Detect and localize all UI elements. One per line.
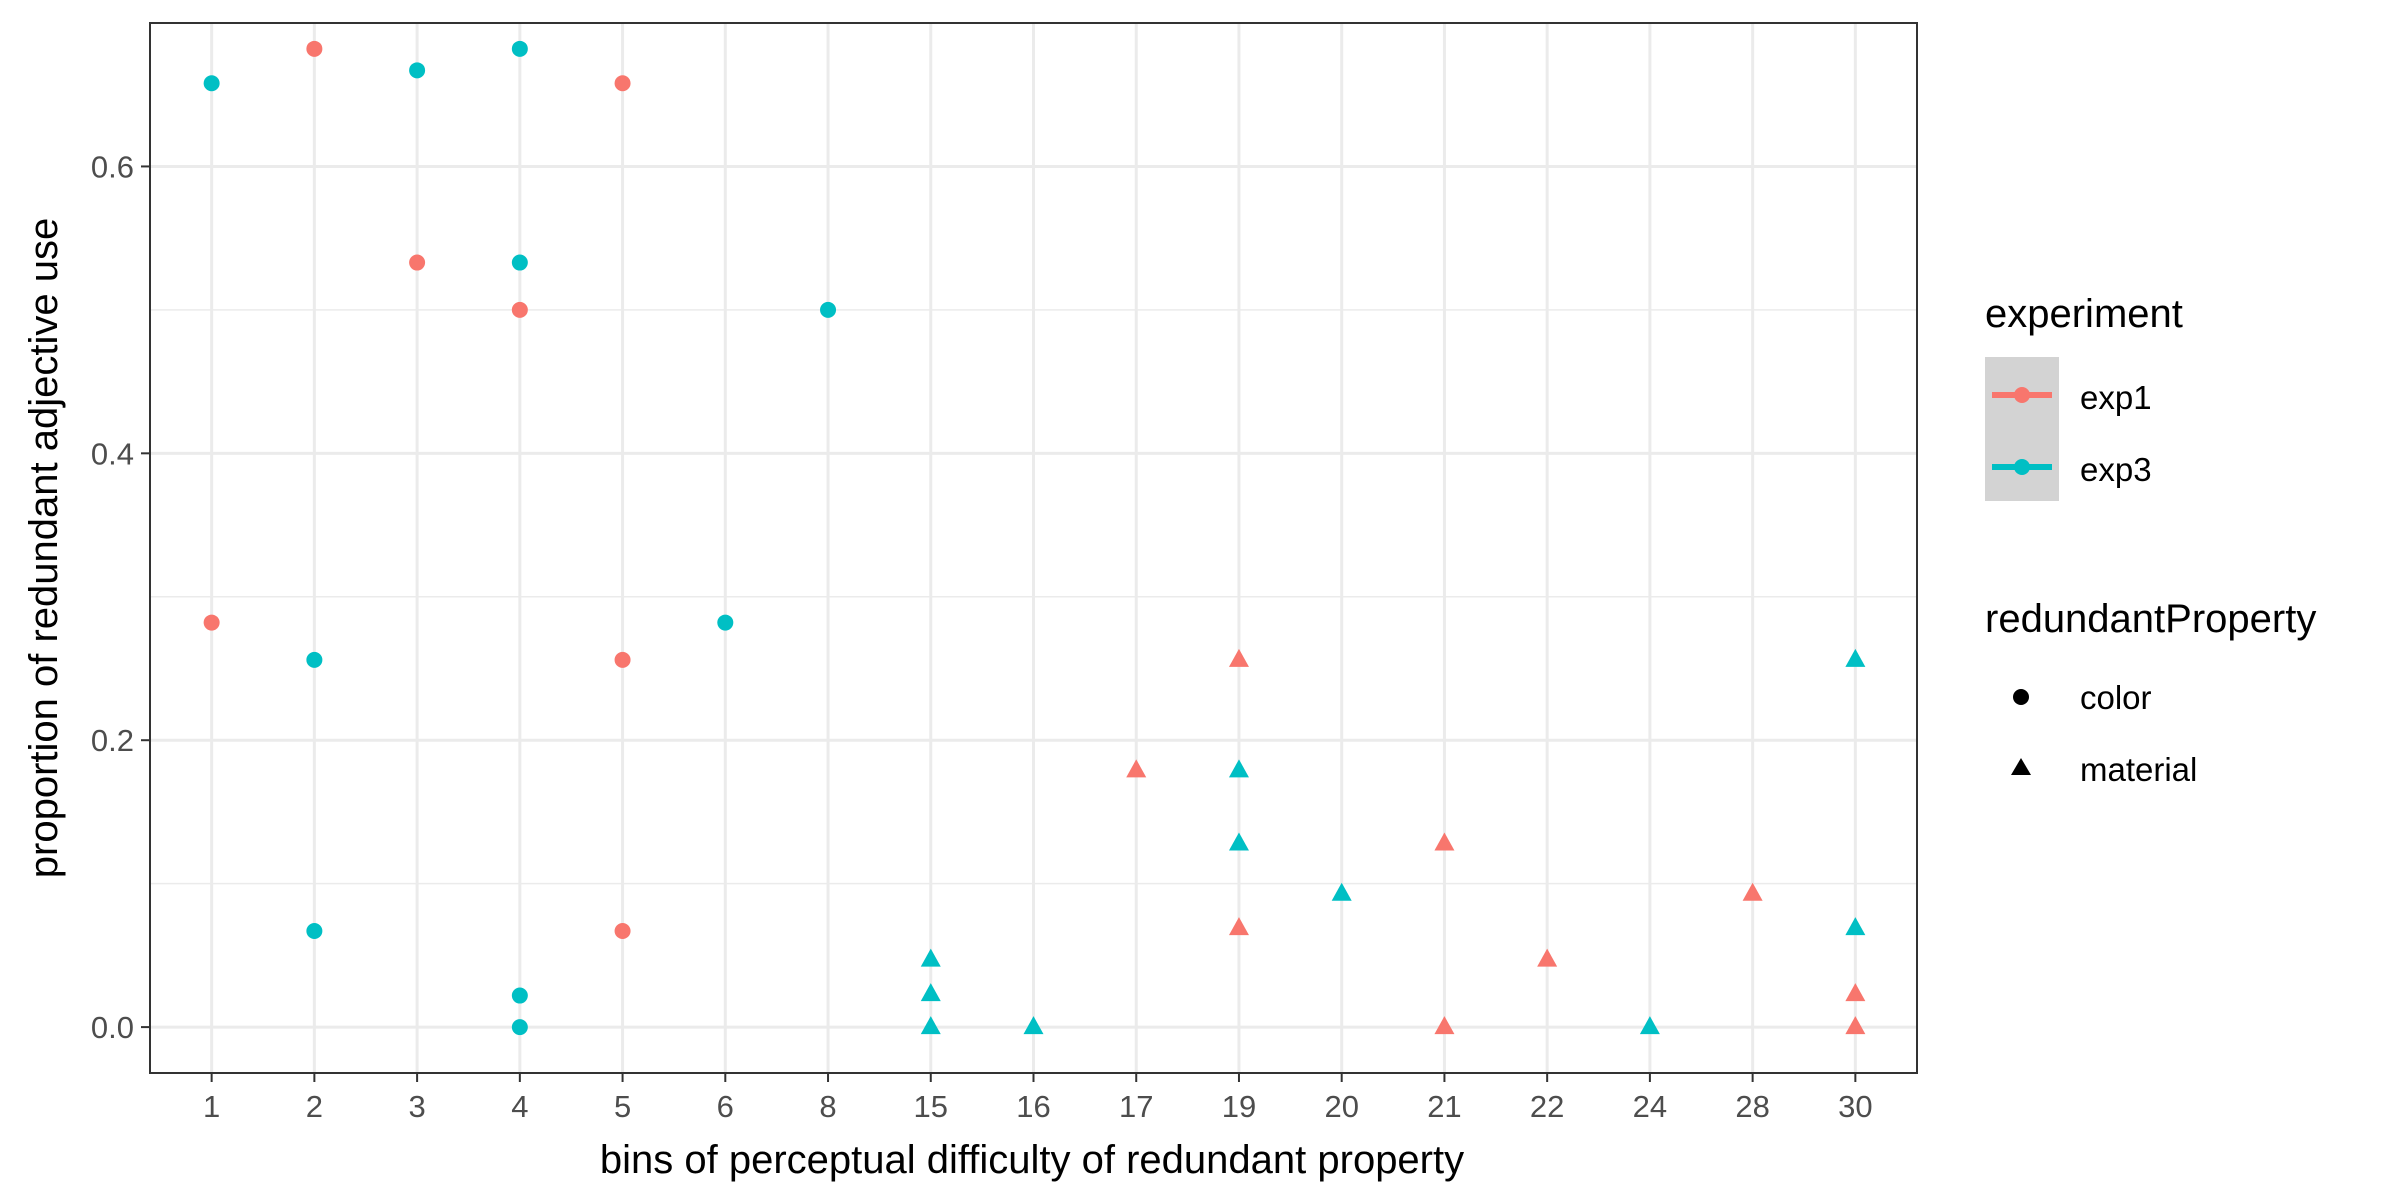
data-point: [511, 301, 528, 318]
data-point: [1845, 917, 1866, 936]
legend-color-label: color: [2080, 679, 2152, 716]
legend-key-exp3: [1992, 459, 2052, 475]
data-point: [1845, 648, 1866, 667]
x-tick-label: 2: [306, 1089, 323, 1124]
data-point: [203, 75, 220, 92]
data-point: [1228, 759, 1249, 778]
data-point: [920, 1016, 941, 1035]
x-tick-label: 6: [717, 1089, 734, 1124]
data-point: [1023, 1016, 1044, 1035]
x-tick-label: 15: [914, 1089, 948, 1124]
y-tick-label: 0.0: [91, 1010, 134, 1045]
data-point: [1639, 1016, 1660, 1035]
legend-material-label: material: [2080, 751, 2197, 788]
data-point: [614, 75, 631, 92]
x-tick-label: 30: [1838, 1089, 1872, 1124]
data-point: [717, 614, 734, 631]
data-point: [511, 254, 528, 271]
data-point: [409, 62, 426, 79]
legend-circle-shape-icon: [2013, 689, 2029, 705]
data-point: [1228, 832, 1249, 851]
legend-redundant-property: redundantProperty color material: [1985, 597, 2316, 788]
x-tick-label: 3: [408, 1089, 425, 1124]
data-point: [1228, 648, 1249, 667]
data-point: [1331, 882, 1352, 901]
data-point: [1126, 759, 1147, 778]
legend-exp3-dot: [2014, 459, 2030, 475]
x-tick-label: 1: [203, 1089, 220, 1124]
x-axis: 1 2 3 4 5 6 8 15 16 17 19 20 21 22 24 28 30: [203, 1073, 1873, 1124]
data-point: [1845, 1016, 1866, 1035]
data-point: [614, 922, 631, 939]
y-tick-label: 0.6: [91, 149, 134, 184]
x-tick-label: 16: [1016, 1089, 1050, 1124]
data-point: [306, 40, 323, 57]
data-point: [306, 922, 323, 939]
data-point: [511, 1019, 528, 1036]
legend-key-background: [1985, 357, 2059, 501]
x-tick-label: 17: [1119, 1089, 1153, 1124]
data-point: [1537, 948, 1558, 967]
data-points: [203, 40, 1866, 1036]
y-tick-label: 0.4: [91, 436, 134, 471]
data-point: [511, 40, 528, 57]
x-tick-label: 22: [1530, 1089, 1564, 1124]
data-point: [409, 254, 426, 271]
data-point: [920, 983, 941, 1002]
data-point: [614, 651, 631, 668]
legend-key-exp1: [1992, 387, 2052, 403]
data-point: [306, 651, 323, 668]
x-axis-title: bins of perceptual difficulty of redunda…: [600, 1138, 1464, 1182]
legend-experiment-title: experiment: [1985, 292, 2183, 336]
x-tick-label: 8: [819, 1089, 836, 1124]
data-point: [203, 614, 220, 631]
data-point: [511, 987, 528, 1004]
x-tick-label: 20: [1324, 1089, 1358, 1124]
y-tick-label: 0.2: [91, 723, 134, 758]
x-tick-label: 21: [1427, 1089, 1461, 1124]
data-point: [1434, 1016, 1455, 1035]
y-axis: 0.0 0.2 0.4 0.6: [91, 149, 150, 1045]
legend-exp3-label: exp3: [2080, 451, 2152, 488]
x-tick-label: 5: [614, 1089, 631, 1124]
y-axis-title: proportion of redundant adjective use: [22, 218, 66, 878]
data-point: [1228, 917, 1249, 936]
x-tick-label: 28: [1735, 1089, 1769, 1124]
x-tick-label: 4: [511, 1089, 528, 1124]
data-point: [820, 301, 837, 318]
legend-property-title: redundantProperty: [1985, 597, 2316, 641]
legend-exp1-dot: [2014, 387, 2030, 403]
x-tick-label: 19: [1222, 1089, 1256, 1124]
legend-exp1-label: exp1: [2080, 379, 2152, 416]
legend-experiment: experiment exp1 exp3: [1985, 292, 2183, 501]
data-point: [1434, 832, 1455, 851]
data-point: [1742, 882, 1763, 901]
data-point: [920, 948, 941, 967]
x-tick-label: 24: [1633, 1089, 1667, 1124]
legend-triangle-shape-icon: [2011, 758, 2031, 775]
data-point: [1845, 983, 1866, 1002]
